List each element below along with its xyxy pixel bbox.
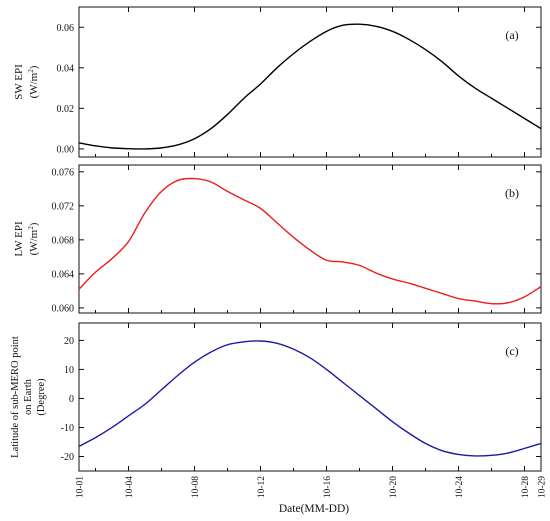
- y-tick-label: 0.06: [57, 23, 75, 34]
- y-axis-unit-label: (W/m2): [27, 65, 40, 98]
- series-line-1: [78, 23, 542, 150]
- panel-label: (a): [505, 28, 518, 42]
- y-tick-label: 0.060: [52, 303, 75, 314]
- y-tick-label: 0.02: [57, 104, 75, 115]
- panel-2: 0.060 0.064 0.068 0.072 0.076 (b) LW EPI (W/m2): [13, 164, 542, 314]
- y-axis-unit: (W/m: [28, 229, 40, 255]
- y-axis-unit: (W/m: [28, 72, 40, 98]
- y-tick-label: 0.076: [52, 167, 75, 178]
- plot-frame: [78, 6, 542, 158]
- y-tick-label: 0.072: [52, 201, 75, 212]
- y-axis-unit-label: (W/m2): [27, 222, 40, 255]
- x-tick-label: 10-08: [191, 476, 201, 498]
- x-tick-label: 10-29: [538, 476, 548, 498]
- x-tick-label: 10-20: [389, 476, 399, 498]
- x-tick-label: 10-24: [455, 476, 465, 498]
- plot-frame: [78, 322, 542, 472]
- y-tick-label: 0: [69, 394, 74, 405]
- x-tick-label: 10-01: [76, 476, 86, 498]
- y-tick-label: 20: [64, 336, 74, 347]
- series-line-3: [78, 340, 542, 457]
- y-axis-label: SW EPI: [13, 64, 25, 100]
- x-tick-label: 10-12: [257, 476, 267, 498]
- panel-1: 0.00 0.02 0.04 0.06 (a) SW EPI (W/m2): [13, 6, 542, 158]
- x-tick-label: 10-28: [521, 476, 531, 498]
- y-tick-label: -10: [61, 423, 74, 434]
- panel-3: -20 -10 0 10 20 (c) Latitude of sub-MERO point…: [10, 322, 542, 472]
- y-tick-label: 0.064: [52, 269, 75, 280]
- y-axis-unit-close: ): [28, 65, 40, 69]
- y-axis-label-line: (Degree): [36, 378, 47, 416]
- panel-label: (b): [505, 186, 519, 200]
- y-tick-label: 0.00: [57, 144, 75, 155]
- y-axis-label: LW EPI: [13, 221, 25, 257]
- y-axis-label-line: Latitude of sub-MERO point: [10, 336, 21, 458]
- x-tick-label: 10-04: [125, 476, 135, 498]
- x-tick-label: 10-16: [323, 476, 333, 498]
- x-axis-label: Date(MM-DD): [279, 503, 349, 515]
- x-tick-labels: 10-01 10-04 10-08 10-12 10-16 10-20 10-24 10-28…: [76, 476, 548, 498]
- y-tick-label: -20: [61, 452, 74, 463]
- y-axis-unit-sup: 2: [27, 69, 35, 73]
- plot-frame: [78, 164, 542, 314]
- y-axis-label-line: on Earth: [23, 378, 34, 415]
- series-line-2: [78, 177, 542, 305]
- y-tick-label: 10: [64, 365, 74, 376]
- y-axis-unit-sup: 2: [27, 226, 35, 230]
- y-tick-label: 0.068: [52, 235, 75, 246]
- panel-label: (c): [505, 344, 518, 358]
- panels: 0.000.020.040.06 (a)SW EPI (W/m2)0.0600.06…: [10, 6, 548, 498]
- y-tick-label: 0.04: [57, 63, 75, 74]
- y-axis-unit-close: ): [28, 222, 40, 226]
